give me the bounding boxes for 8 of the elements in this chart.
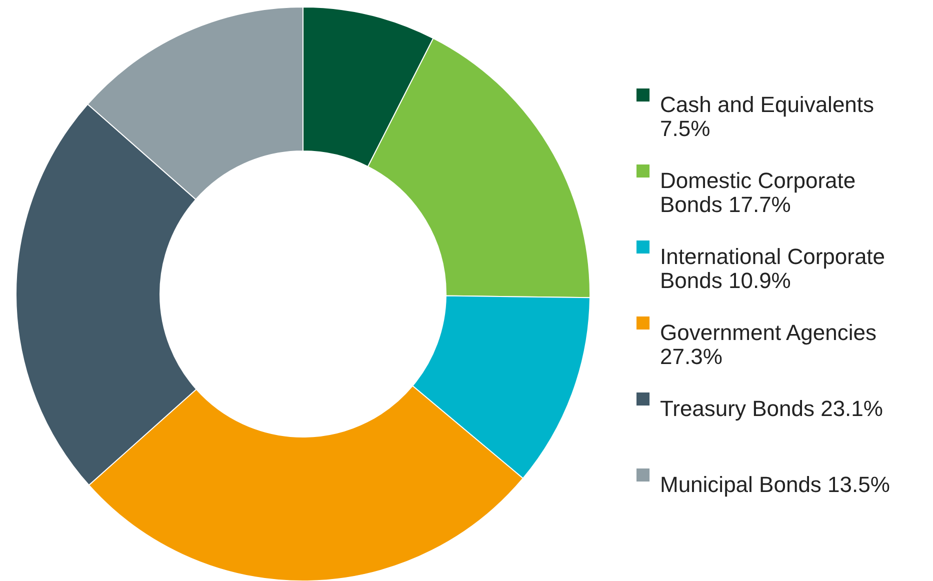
legend-label: Treasury Bonds 23.1%	[660, 396, 883, 421]
legend-label: International Corporate Bonds 10.9%	[660, 244, 886, 293]
legend-label: Government Agencies	[660, 320, 876, 345]
legend-label: Domestic Corporate Bonds 17.7%	[660, 168, 856, 217]
legend-label: Cash and Equivalents	[660, 92, 874, 117]
data-label: 27.3%	[660, 344, 722, 369]
legend-label: Municipal Bonds 13.5%	[660, 472, 890, 497]
data-label: 7.5%	[660, 116, 710, 141]
